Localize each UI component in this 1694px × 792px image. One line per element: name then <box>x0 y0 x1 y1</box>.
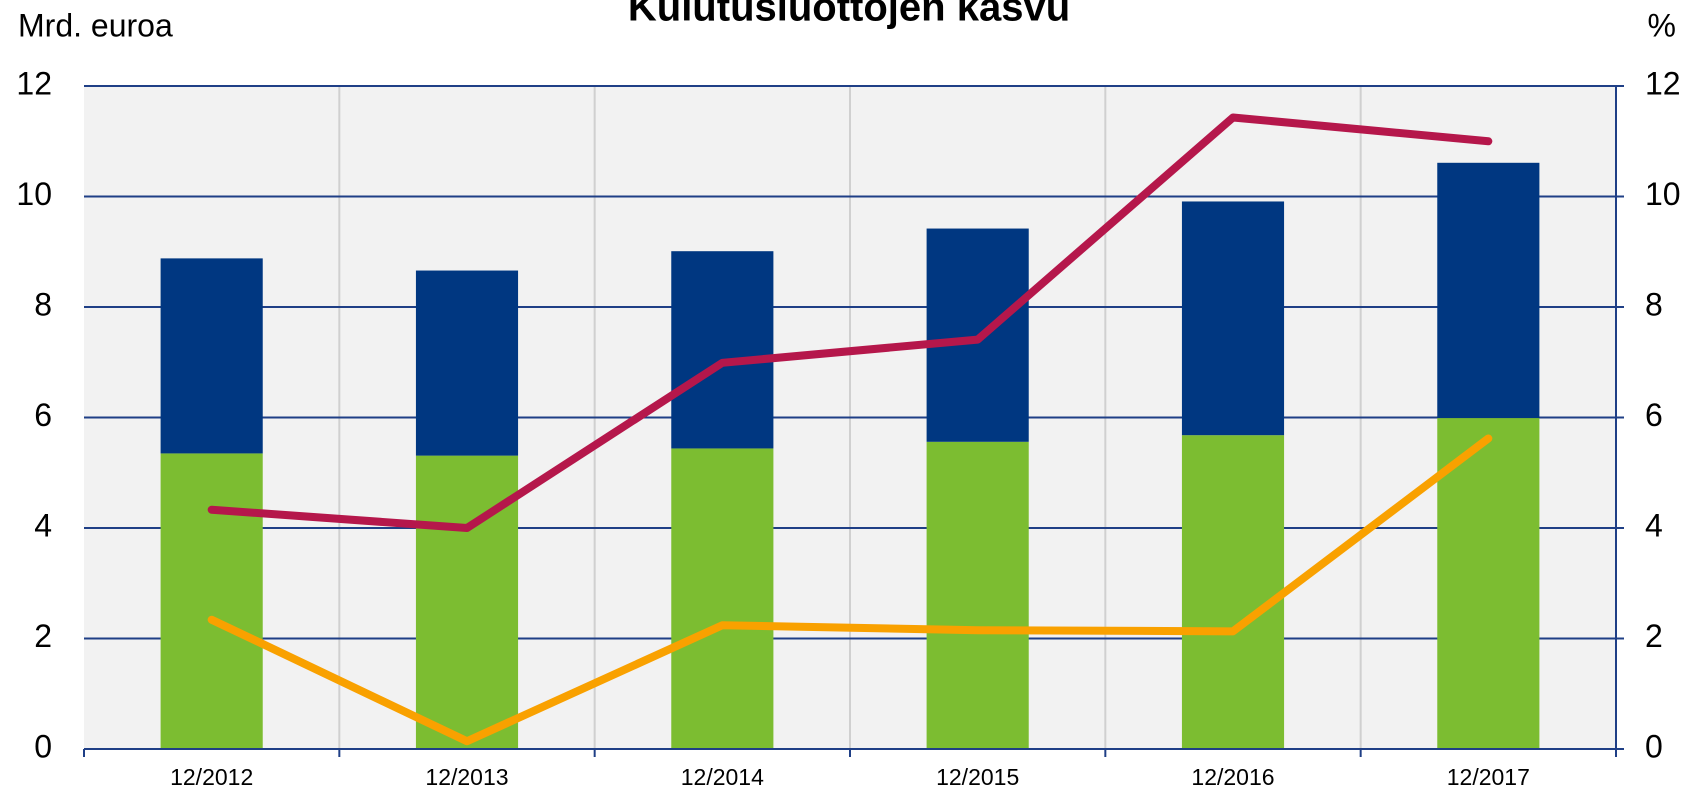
bar-segment <box>415 270 519 456</box>
y-tick-label: 4 <box>34 507 52 543</box>
x-tick-label: 12/2014 <box>681 764 764 790</box>
x-tick-label: 12/2017 <box>1447 764 1530 790</box>
y-tick-label: 10 <box>16 176 52 212</box>
y2-tick-label: 12 <box>1645 65 1681 101</box>
bar-segment <box>160 258 263 454</box>
y2-tick-label: 6 <box>1645 397 1663 433</box>
line-series <box>207 113 1493 532</box>
y-tick-label: 12 <box>16 65 52 101</box>
bar-segment <box>1437 162 1540 419</box>
y2-tick-label: 10 <box>1645 176 1681 212</box>
y-tick-label: 0 <box>34 728 52 764</box>
x-tick-label: 12/2012 <box>170 764 253 790</box>
y2-tick-label: 4 <box>1645 507 1663 543</box>
bar-segment <box>926 441 1029 749</box>
bar-segment <box>671 448 774 749</box>
line-series <box>207 434 1493 746</box>
y-tick-label: 8 <box>34 286 52 322</box>
y2-tick-label: 2 <box>1645 618 1663 654</box>
bar-segment <box>415 455 519 749</box>
x-tick-label: 12/2016 <box>1191 764 1274 790</box>
chart-title: Kulutusluottojen kasvu <box>628 0 1070 30</box>
x-tick-label: 12/2013 <box>425 764 508 790</box>
y-axis-label: Mrd. euroa <box>18 7 173 43</box>
x-tick-label: 12/2015 <box>936 764 1019 790</box>
bar-segment <box>1181 435 1285 749</box>
bar-segment <box>671 251 774 449</box>
y2-axis-label: % <box>1648 7 1676 43</box>
bar-segment <box>160 453 263 749</box>
y2-tick-label: 0 <box>1645 728 1663 764</box>
y-tick-label: 2 <box>34 618 52 654</box>
bar-segment <box>1181 201 1285 436</box>
bar-segment <box>1437 418 1540 749</box>
y-tick-label: 6 <box>34 397 52 433</box>
y2-tick-label: 8 <box>1645 286 1663 322</box>
